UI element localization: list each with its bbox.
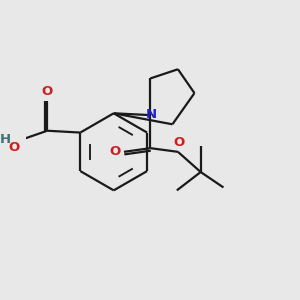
Text: O: O <box>110 145 121 158</box>
Text: O: O <box>42 85 53 98</box>
Text: N: N <box>146 107 157 121</box>
Text: O: O <box>9 141 20 154</box>
Text: O: O <box>173 136 184 149</box>
Text: H: H <box>0 134 11 146</box>
